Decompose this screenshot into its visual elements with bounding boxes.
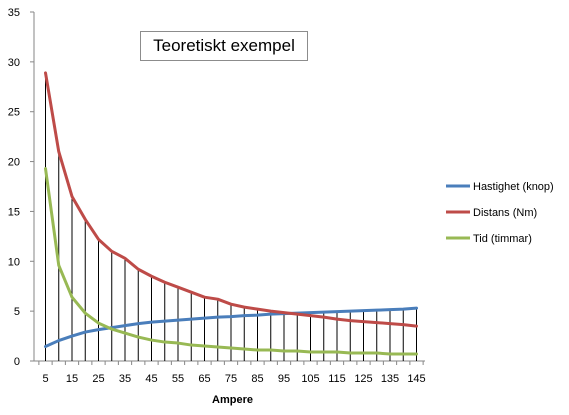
y-tick-label: 0 — [14, 356, 20, 368]
y-tick-label: 30 — [8, 57, 20, 69]
x-axis-ticks: 5 15 25 35 45 55 65 75 85 95 105 115 125 135 145 — [38, 361, 426, 385]
y-tick-label: 15 — [8, 206, 20, 218]
plot-area: 0 5 10 15 20 25 30 35 5 15 25 35 45 55 65 75 85 95 105 115… — [8, 7, 426, 385]
drop-lines — [45, 72, 417, 361]
chart-title-box: Teoretiskt exempel — [140, 31, 308, 61]
y-tick-label: 20 — [8, 157, 20, 169]
series-line-2 — [44, 71, 418, 328]
x-tick-label: 15 — [66, 373, 78, 385]
x-tick-label: 45 — [145, 373, 157, 385]
series-layer — [44, 71, 418, 356]
x-tick-label: 145 — [407, 373, 425, 385]
x-tick-label: 135 — [381, 373, 399, 385]
y-tick-label: 35 — [8, 7, 20, 19]
x-tick-label: 95 — [278, 373, 290, 385]
series-line-3 — [44, 167, 418, 356]
x-tick-label: 25 — [92, 373, 104, 385]
x-tick-label: 75 — [225, 373, 237, 385]
x-tick-label: 115 — [328, 373, 346, 385]
x-tick-label: 5 — [42, 373, 48, 385]
legend-label: Hastighet (knop) — [473, 181, 554, 193]
x-axis-title: Ampere — [212, 394, 253, 406]
chart-title: Teoretiskt exempel — [153, 36, 295, 55]
y-tick-label: 25 — [8, 107, 20, 119]
x-tick-label: 55 — [172, 373, 184, 385]
x-tick-label: 65 — [198, 373, 210, 385]
y-axis-ticks: 0 5 10 15 20 25 30 35 — [8, 7, 34, 368]
legend-label: Distans (Nm) — [473, 207, 537, 219]
y-tick-label: 5 — [14, 306, 20, 318]
y-tick-label: 10 — [8, 256, 20, 268]
x-tick-label: 105 — [301, 373, 319, 385]
x-tick-label: 125 — [354, 373, 372, 385]
x-tick-label: 85 — [251, 373, 263, 385]
x-tick-label: 35 — [119, 373, 131, 385]
legend-label: Tid (timmar) — [473, 233, 532, 245]
legend: Hastighet (knop) Distans (Nm) Tid (timmar) — [446, 181, 554, 245]
